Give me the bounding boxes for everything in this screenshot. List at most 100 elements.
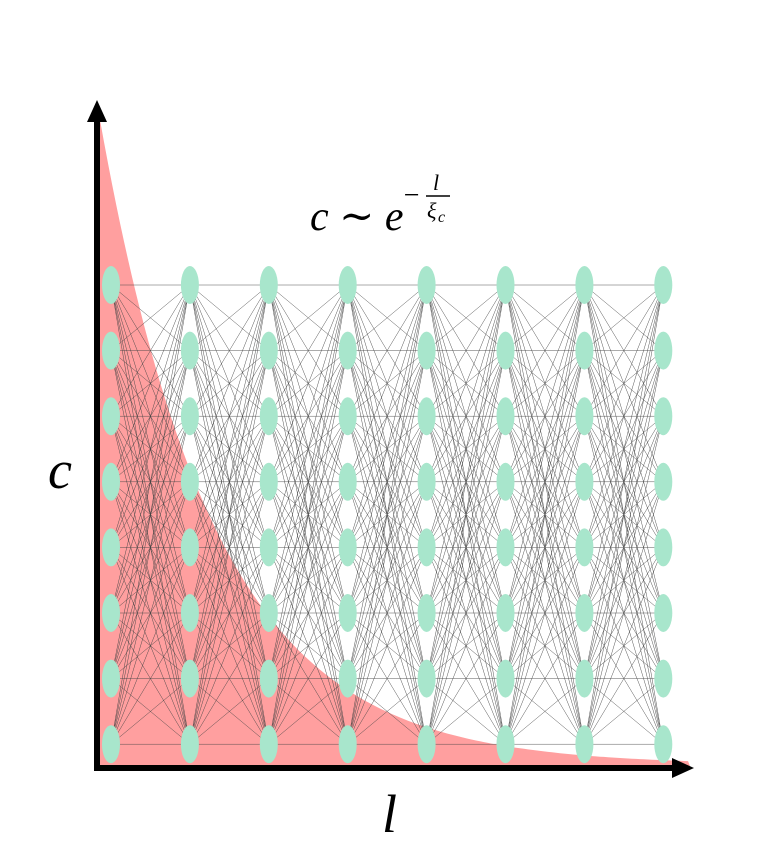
edge <box>505 284 585 417</box>
edge <box>505 284 585 351</box>
edge <box>110 284 191 614</box>
edge <box>189 612 269 745</box>
edge <box>110 416 191 745</box>
edge <box>347 481 427 745</box>
node <box>180 659 199 698</box>
edge <box>347 284 427 679</box>
edge <box>584 284 664 548</box>
node <box>338 659 357 698</box>
edge <box>584 284 664 351</box>
formula-sign: − <box>402 180 421 211</box>
edge <box>347 284 427 745</box>
node <box>417 528 436 567</box>
node <box>496 266 515 304</box>
edge <box>110 350 191 745</box>
edge <box>189 547 270 745</box>
node <box>654 462 673 501</box>
network-edges <box>110 284 664 745</box>
node <box>575 266 594 304</box>
edge <box>268 678 348 745</box>
x-axis-arrow <box>672 758 694 778</box>
edge <box>505 416 585 745</box>
node <box>417 266 436 304</box>
edge <box>268 284 348 417</box>
formula-subscript: c <box>438 209 445 226</box>
y-axis-label: c <box>48 440 72 500</box>
node <box>102 331 120 370</box>
node <box>102 462 120 501</box>
edge <box>189 284 269 417</box>
node <box>654 528 673 567</box>
node <box>417 659 436 698</box>
edge <box>110 678 191 745</box>
edge <box>584 284 664 745</box>
edge <box>505 612 585 745</box>
edge <box>110 284 191 548</box>
edge <box>426 481 506 745</box>
edge <box>584 481 664 745</box>
node <box>575 528 594 567</box>
edge <box>584 678 664 745</box>
edge <box>584 547 664 745</box>
network-nodes <box>102 266 673 764</box>
node <box>575 594 594 632</box>
node <box>338 266 357 304</box>
edge <box>426 547 506 745</box>
edge <box>505 481 585 745</box>
edge <box>426 284 506 745</box>
edge <box>268 284 348 614</box>
edge <box>347 284 427 417</box>
edge <box>189 284 269 351</box>
edge <box>347 612 427 745</box>
edge <box>189 416 270 745</box>
node <box>496 594 515 632</box>
edge <box>505 678 585 745</box>
node <box>338 331 357 370</box>
node <box>259 462 278 501</box>
edge <box>189 284 270 614</box>
edge <box>505 284 585 482</box>
node <box>259 397 278 436</box>
edge <box>426 678 506 745</box>
node <box>338 528 357 567</box>
edge <box>426 284 506 548</box>
node <box>496 397 515 436</box>
edge <box>426 350 506 745</box>
edge <box>426 284 506 614</box>
edge <box>584 350 664 745</box>
node <box>338 397 357 436</box>
edge <box>426 284 506 351</box>
node <box>575 462 594 501</box>
decay-area-layer <box>100 120 690 766</box>
y-axis-arrow <box>87 100 107 122</box>
node <box>259 725 278 764</box>
edge <box>347 547 427 745</box>
node <box>102 528 120 567</box>
node <box>259 266 278 304</box>
edge <box>347 284 427 548</box>
edge <box>347 350 427 745</box>
node <box>102 659 120 698</box>
edge <box>268 284 348 548</box>
edge <box>347 284 427 614</box>
node <box>654 331 673 370</box>
node <box>496 462 515 501</box>
edge <box>505 284 585 614</box>
node <box>102 725 120 764</box>
formula-base: c ∼ e <box>310 194 403 240</box>
edge <box>505 284 585 548</box>
node <box>496 659 515 698</box>
edge <box>189 350 270 745</box>
node <box>259 659 278 698</box>
edge <box>268 284 348 351</box>
edge <box>110 481 191 745</box>
edge <box>110 284 191 482</box>
edge <box>110 284 191 745</box>
node <box>102 266 120 304</box>
edge <box>584 284 664 417</box>
edge <box>347 284 427 351</box>
node <box>180 594 199 632</box>
edge <box>347 416 427 745</box>
node <box>102 397 120 436</box>
